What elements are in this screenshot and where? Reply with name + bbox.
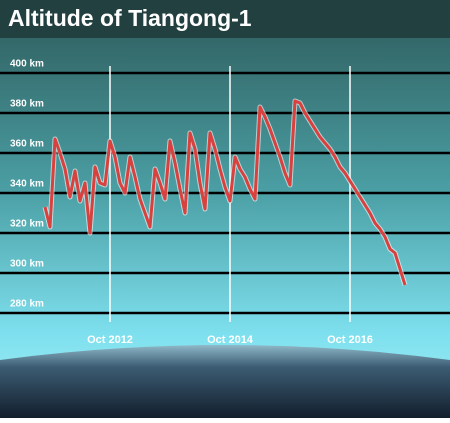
earth — [0, 345, 450, 418]
x-tick-label: Oct 2014 — [207, 334, 254, 346]
y-tick-label: 360 km — [10, 139, 44, 150]
y-tick-label: 320 km — [10, 219, 44, 230]
line — [43, 99, 407, 286]
x-tick-label: Oct 2016 — [327, 334, 373, 346]
y-tick-label: 280 km — [10, 299, 44, 310]
y-tick-label: 380 km — [10, 99, 44, 110]
y-tick-label: 400 km — [10, 59, 44, 70]
title-bar — [0, 0, 450, 38]
y-tick-label: 300 km — [10, 259, 44, 270]
x-tick-label: Oct 2012 — [87, 334, 133, 346]
y-tick-label: 340 km — [10, 179, 44, 190]
chart-title: Altitude of Tiangong-1 — [8, 5, 252, 31]
